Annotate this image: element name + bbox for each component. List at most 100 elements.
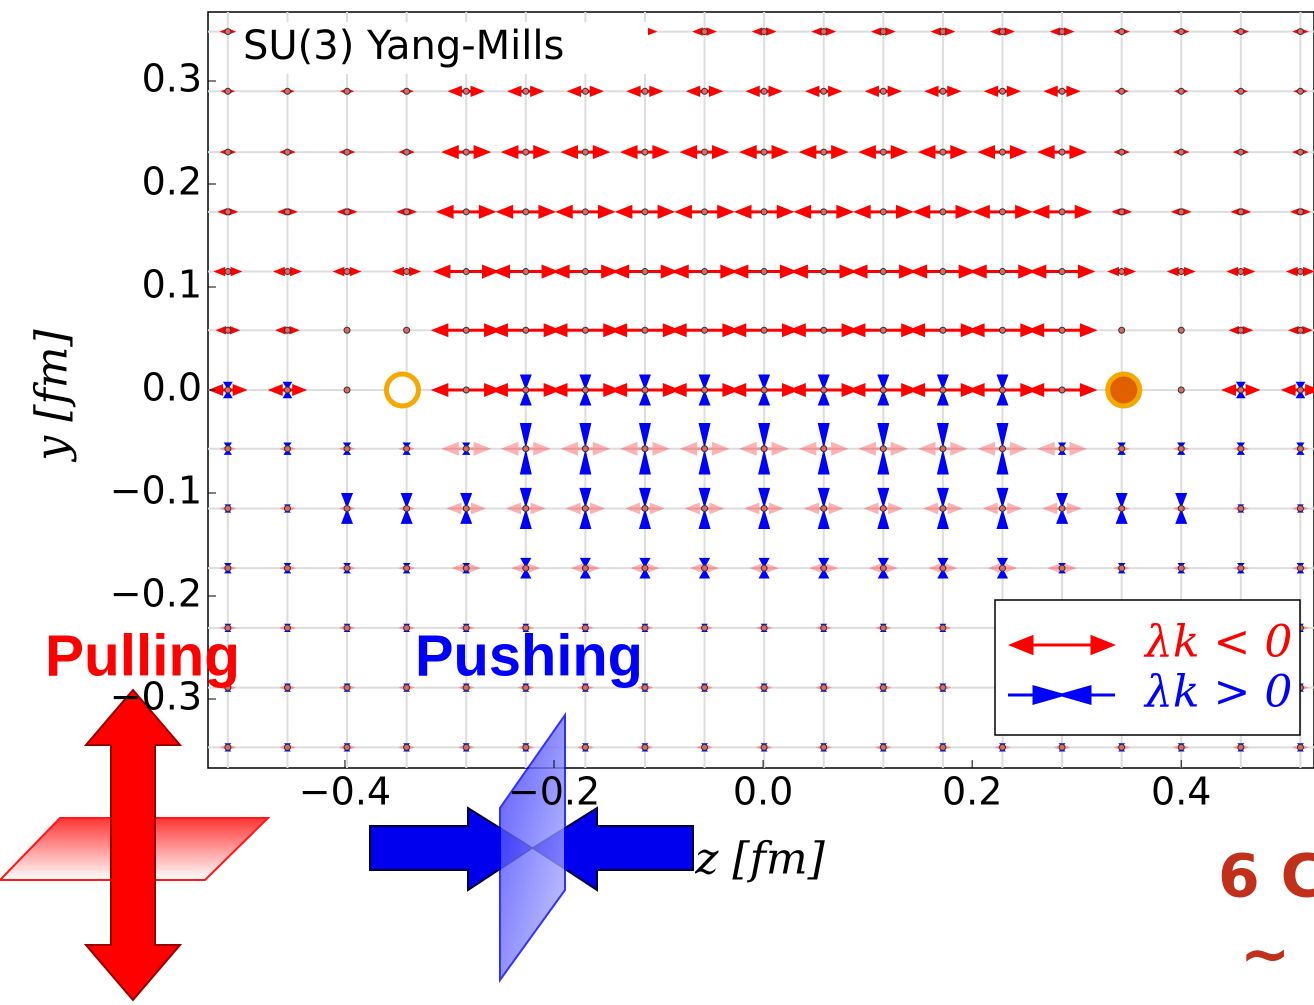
grid-point: [820, 386, 828, 394]
grid-point: [760, 564, 768, 572]
grid-point: [462, 624, 470, 632]
grid-point: [522, 386, 530, 394]
grid-point: [701, 684, 709, 692]
grid-point: [701, 624, 709, 632]
grid-point: [224, 87, 232, 95]
grid-point: [1118, 326, 1126, 334]
grid-point: [939, 148, 947, 156]
pushing-arrow: [283, 442, 292, 455]
pulling-arrow: [969, 264, 1036, 279]
grid-point: [522, 684, 530, 692]
grid-point: [522, 504, 530, 512]
grid-point: [283, 445, 291, 453]
grid-point: [224, 445, 232, 453]
grid-point: [1177, 87, 1185, 95]
grid-point: [1296, 326, 1304, 334]
pulling-arrow: [507, 85, 545, 98]
title-bg: [236, 22, 648, 74]
y-tick-label: −0.1: [110, 468, 202, 512]
grid-point: [1118, 504, 1126, 512]
annotation: Pulling: [45, 623, 240, 688]
grid-point: [939, 684, 947, 692]
grid-point: [1177, 28, 1185, 36]
y-tick-label: −0.2: [110, 571, 202, 615]
grid-point: [581, 326, 589, 334]
grid-point: [879, 624, 887, 632]
grid-point: [879, 445, 887, 453]
grid-point: [998, 87, 1006, 95]
y-tick-label: 0.2: [142, 160, 202, 204]
grid-point: [462, 684, 470, 692]
grid-point: [1296, 743, 1304, 751]
grid-point: [283, 624, 291, 632]
y-axis-label: y [fm]: [27, 329, 78, 463]
grid-point: [998, 743, 1006, 751]
pulling-arrow: [611, 264, 679, 279]
grid-point: [1237, 564, 1245, 572]
grid-point: [1177, 148, 1185, 156]
grid-point: [403, 624, 411, 632]
grid-point: [1118, 445, 1126, 453]
grid-point: [701, 504, 709, 512]
annotation: Pushing: [415, 623, 643, 688]
pulling-arrow: [684, 502, 725, 515]
y-tick-label: 0.1: [142, 263, 202, 307]
grid-point: [998, 268, 1006, 276]
grid-point: [879, 87, 887, 95]
grid-point: [879, 504, 887, 512]
grid-point: [701, 386, 709, 394]
grid-point: [939, 28, 947, 36]
grid-point: [224, 564, 232, 572]
grid-point: [224, 624, 232, 632]
grid-point: [998, 28, 1006, 36]
grid-point: [343, 624, 351, 632]
pulling-arrow: [511, 563, 541, 573]
grid-point: [522, 743, 530, 751]
grid-point: [641, 684, 649, 692]
grid-point: [581, 624, 589, 632]
grid-point: [224, 208, 232, 216]
grid-point: [1296, 564, 1304, 572]
grid-point: [581, 504, 589, 512]
grid-point: [641, 268, 649, 276]
grid-point: [1177, 504, 1185, 512]
grid-point: [939, 326, 947, 334]
grid-point: [1237, 208, 1245, 216]
pulling-arrow: [744, 502, 784, 515]
grid-point: [701, 445, 709, 453]
grid-point: [879, 684, 887, 692]
grid-point: [1237, 148, 1245, 156]
pulling-arrow: [436, 204, 497, 219]
grid-point: [1058, 28, 1066, 36]
grid-point: [1118, 87, 1126, 95]
pulling-arrow: [83, 688, 183, 1002]
grid-point: [522, 148, 530, 156]
grid-point: [879, 208, 887, 216]
grid-point: [701, 28, 709, 36]
grid-point: [760, 386, 768, 394]
charge: [1105, 371, 1143, 409]
grid-point: [522, 326, 530, 334]
x-tick-label: −0.2: [508, 770, 600, 814]
grid-point: [760, 624, 768, 632]
grid-point: [581, 743, 589, 751]
grid-point: [701, 326, 709, 334]
grid-point: [462, 326, 470, 334]
grid-point: [581, 87, 589, 95]
grid-point: [998, 445, 1006, 453]
grid-point: [879, 28, 887, 36]
pulling-arrow: [858, 145, 909, 160]
y-tick-label: 0.3: [142, 57, 202, 101]
pulling-arrow: [679, 441, 730, 456]
grid-point: [1118, 564, 1126, 572]
pulling-arrow: [804, 502, 844, 515]
grid-point: [1177, 326, 1185, 334]
grid-point: [581, 386, 589, 394]
grid-point: [1237, 504, 1245, 512]
grid-point: [1296, 445, 1304, 453]
field: [208, 27, 1314, 752]
grid-point: [1177, 208, 1185, 216]
grid-point: [462, 148, 470, 156]
pushing-arrow: [282, 381, 293, 399]
